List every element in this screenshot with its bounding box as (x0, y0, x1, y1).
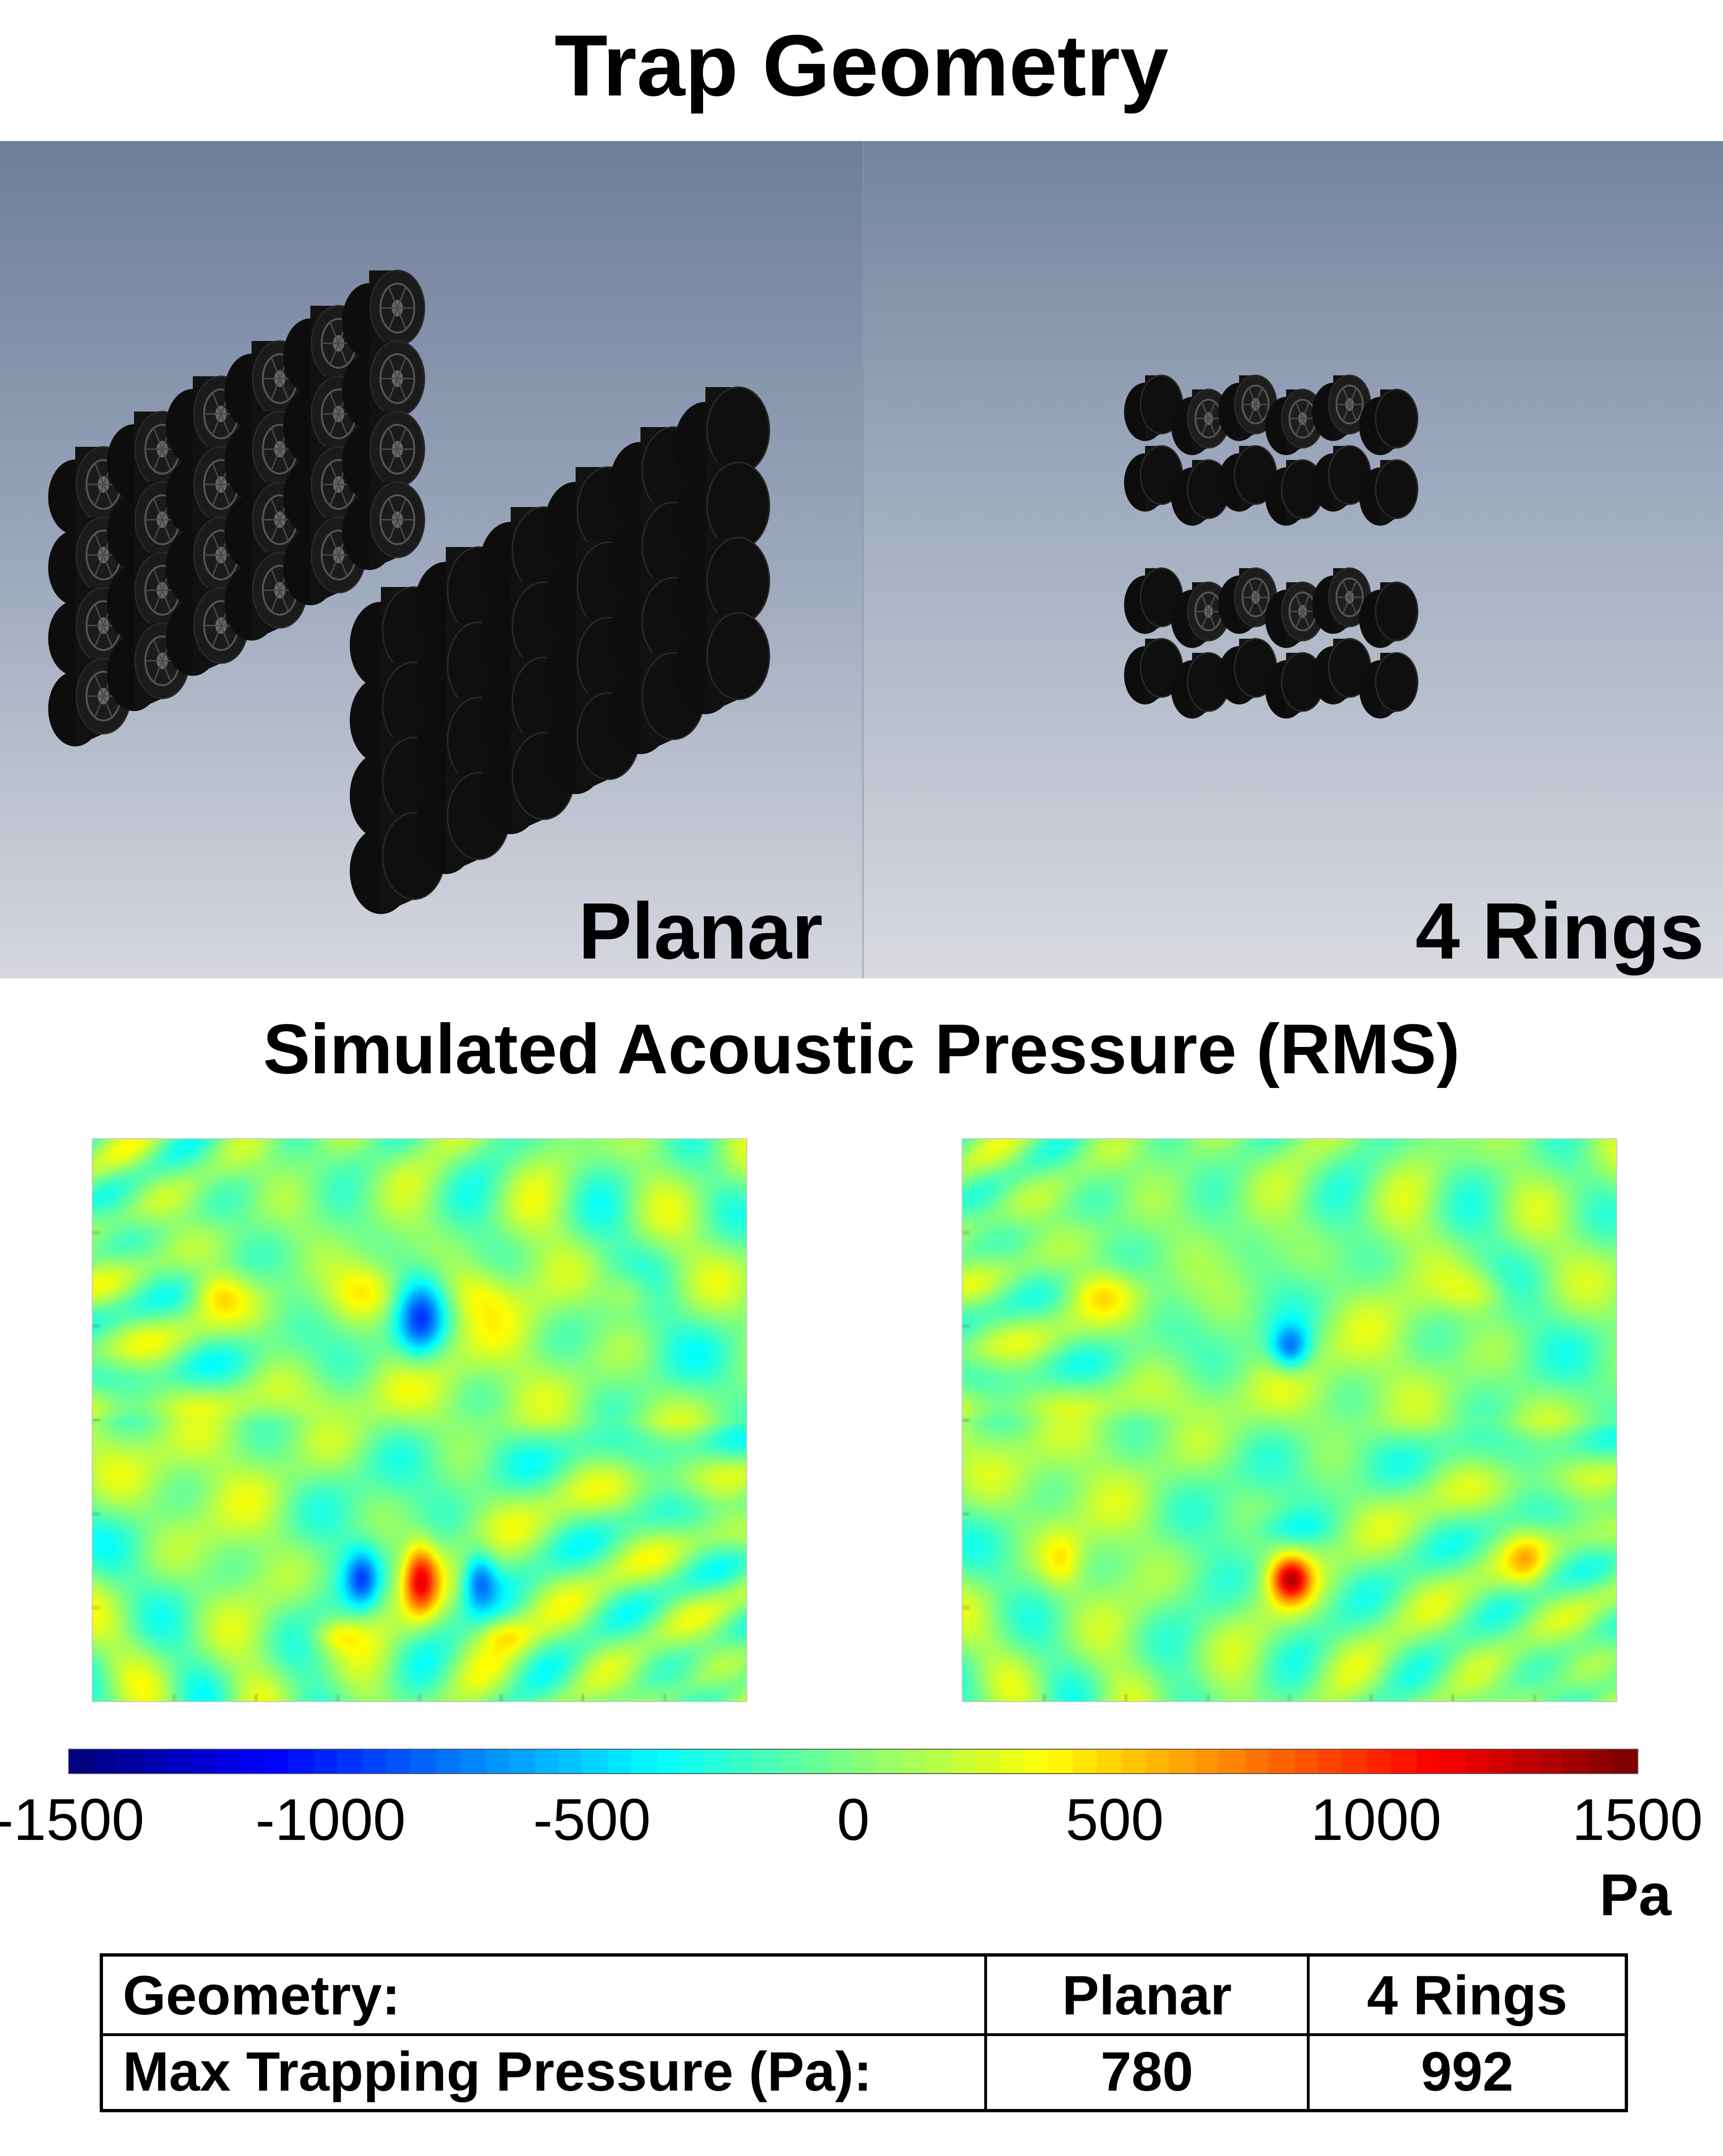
transducer-icon (544, 466, 640, 569)
transducer-icon (1265, 388, 1325, 455)
planar-pressure-heatmap (92, 1138, 747, 1702)
transducer-icon (283, 375, 367, 464)
colorbar-tick-label: -1500 (0, 1787, 144, 1853)
transducer-icon (342, 411, 426, 499)
transducer-icon (342, 481, 426, 570)
table-value-rings: 992 (1421, 2041, 1514, 2103)
transducer-icon (1124, 374, 1184, 441)
transducer-icon (1359, 388, 1419, 455)
transducer-icon (1312, 374, 1372, 441)
pressure-colorbar (68, 1749, 1638, 1774)
trap-geometry-renders (0, 141, 1723, 978)
transducer-icon (224, 340, 308, 429)
transducer-icon (414, 621, 511, 724)
table-header-geometry: Geometry: (123, 1965, 401, 2027)
transducer-icon (166, 587, 249, 676)
trapping-pressure-table: Geometry: Planar 4 Rings Max Trapping Pr… (100, 1953, 1628, 2112)
table-divider (984, 1957, 987, 2109)
trap-geometry-title: Trap Geometry (554, 17, 1169, 114)
table-header-rings: 4 Rings (1367, 1965, 1568, 2027)
table-divider (103, 2033, 1625, 2036)
transducer-icon (48, 587, 132, 676)
planar-geometry-label: Planar (578, 887, 823, 976)
table-row-label: Max Trapping Pressure (Pa): (123, 2041, 872, 2103)
transducer-icon (674, 612, 770, 714)
transducer-icon (1171, 388, 1231, 455)
table-value-planar: 780 (1100, 2041, 1193, 2103)
colorbar-tick-label: 1000 (1311, 1787, 1442, 1853)
simulated-pressure-title: Simulated Acoustic Pressure (RMS) (263, 1009, 1460, 1088)
transducer-icon (414, 772, 511, 874)
rings-geometry-label: 4 Rings (1415, 887, 1704, 976)
ring-transducer-arrays (1124, 374, 1419, 719)
transducer-icon (1265, 459, 1325, 526)
transducer-icon (1124, 567, 1184, 634)
colorbar-tick-label: 500 (1066, 1787, 1164, 1853)
colorbar-unit-label: Pa (1599, 1863, 1671, 1928)
planar-transducer-arrays (48, 270, 770, 914)
rings-pressure-heatmap (962, 1138, 1617, 1702)
colorbar-tick-label: -1000 (255, 1787, 406, 1853)
transducer-icon (479, 732, 576, 834)
table-header-planar: Planar (1062, 1965, 1232, 2027)
transducer-icon (1359, 652, 1419, 719)
transducer-icon (48, 658, 132, 746)
transducer-icon (1124, 638, 1184, 705)
colorbar-tick-label: 1500 (1572, 1787, 1703, 1853)
transducer-icon (1359, 459, 1419, 526)
table-divider (1307, 1957, 1310, 2109)
transducer-icon (1359, 581, 1419, 648)
transducer-icon (342, 270, 426, 358)
transducer-icon (544, 617, 640, 719)
transducer-icon (342, 340, 426, 429)
colorbar-tick-label: -500 (533, 1787, 651, 1853)
colorbar-tick-label: 0 (837, 1787, 870, 1853)
